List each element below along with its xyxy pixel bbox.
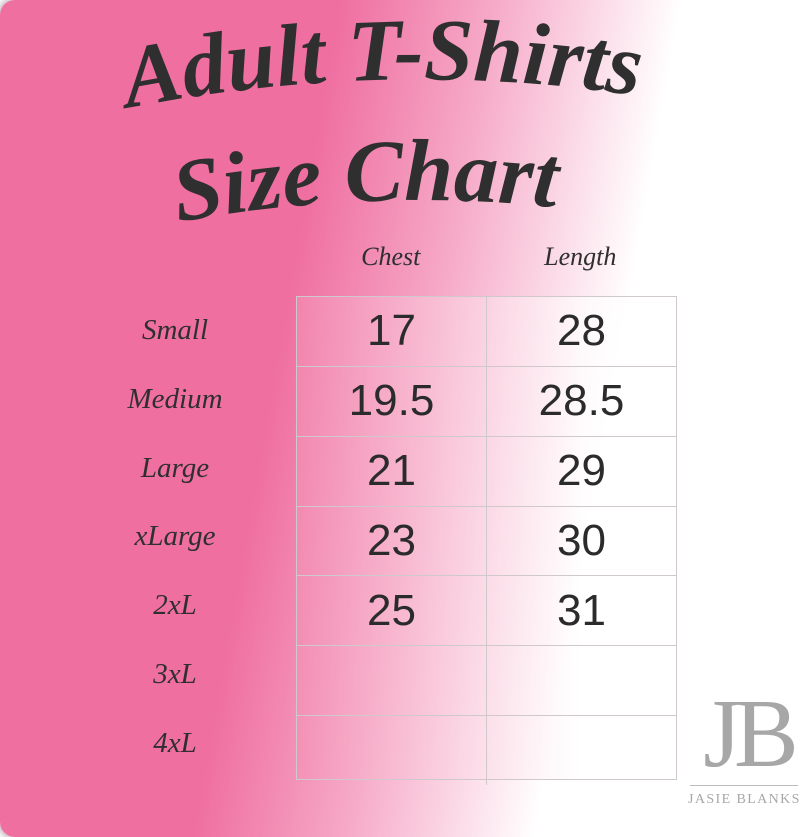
svg-text:Size Chart: Size Chart [166, 123, 566, 242]
svg-text:Adult T-Shirts: Adult T-Shirts [110, 2, 649, 128]
